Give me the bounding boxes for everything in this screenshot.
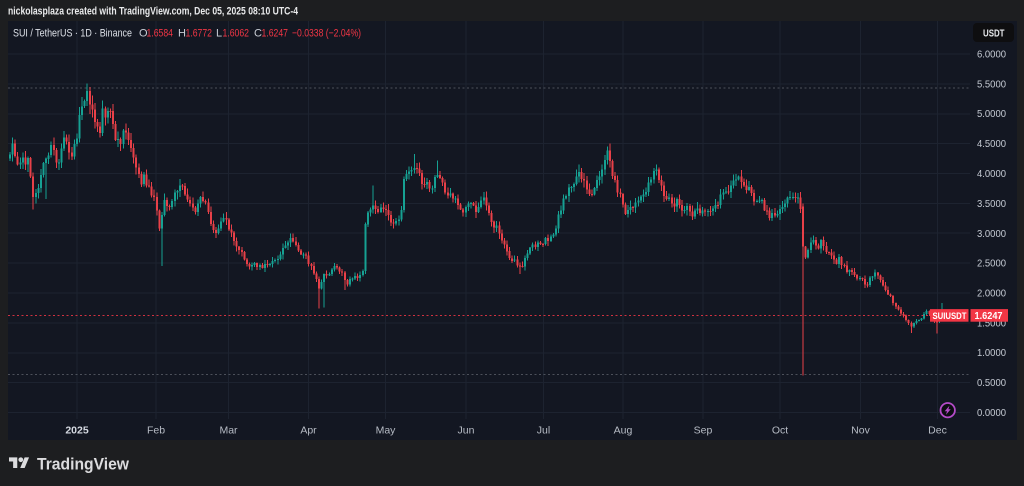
svg-text:Feb: Feb — [147, 425, 165, 437]
svg-text:6.0000: 6.0000 — [977, 49, 1006, 61]
svg-text:Apr: Apr — [300, 425, 317, 437]
svg-text:SUIUSDT: SUIUSDT — [933, 311, 967, 322]
svg-text:O: O — [139, 28, 148, 40]
svg-text:0.5000: 0.5000 — [977, 377, 1006, 389]
svg-text:Jun: Jun — [458, 425, 475, 437]
svg-text:TradingView: TradingView — [37, 456, 129, 474]
svg-text:0.0000: 0.0000 — [977, 407, 1006, 419]
svg-text:1.6772: 1.6772 — [186, 28, 213, 40]
svg-text:1.0000: 1.0000 — [977, 347, 1006, 359]
svg-text:SUI / TetherUS · 1D · Binance: SUI / TetherUS · 1D · Binance — [13, 28, 132, 40]
svg-text:H: H — [178, 28, 186, 40]
svg-text:Mar: Mar — [219, 425, 238, 437]
svg-text:nickolasplaza created with Tra: nickolasplaza created with TradingView.c… — [8, 6, 299, 18]
svg-text:Nov: Nov — [851, 425, 870, 437]
svg-text:5.5000: 5.5000 — [977, 78, 1006, 90]
svg-text:2025: 2025 — [65, 425, 89, 437]
svg-text:L: L — [216, 28, 222, 40]
svg-text:−0.0338 (−2.04%): −0.0338 (−2.04%) — [292, 28, 361, 40]
svg-text:4.5000: 4.5000 — [977, 138, 1006, 150]
svg-text:Sep: Sep — [694, 425, 713, 437]
svg-text:2.5000: 2.5000 — [977, 258, 1006, 270]
svg-text:May: May — [376, 425, 397, 437]
svg-text:Aug: Aug — [614, 425, 633, 437]
svg-text:5.0000: 5.0000 — [977, 108, 1006, 120]
svg-text:1.6584: 1.6584 — [147, 28, 174, 40]
svg-text:Oct: Oct — [772, 425, 788, 437]
svg-text:3.0000: 3.0000 — [977, 228, 1006, 240]
svg-text:1.6247: 1.6247 — [262, 28, 289, 40]
svg-text:1.6062: 1.6062 — [223, 28, 250, 40]
svg-text:C: C — [254, 28, 262, 40]
svg-text:Jul: Jul — [537, 425, 550, 437]
svg-text:1.6247: 1.6247 — [975, 311, 1003, 322]
svg-text:3.5000: 3.5000 — [977, 198, 1006, 210]
svg-text:USDT: USDT — [983, 28, 1005, 40]
svg-text:Dec: Dec — [928, 425, 947, 437]
svg-text:2.0000: 2.0000 — [977, 288, 1006, 300]
svg-text:4.0000: 4.0000 — [977, 168, 1006, 180]
